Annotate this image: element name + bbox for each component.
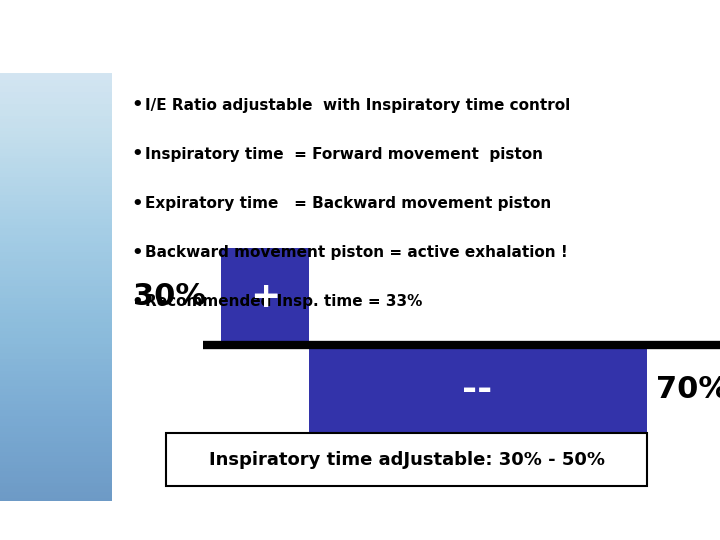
Text: 30%: 30% (133, 282, 206, 312)
Text: •: • (132, 145, 143, 163)
Text: I/E Ratio adjustable  with Inspiratory time control: I/E Ratio adjustable with Inspiratory ti… (145, 98, 570, 112)
Bar (310, 345, 647, 435)
Text: Backward movement piston = active exhalation !: Backward movement piston = active exhala… (145, 245, 568, 260)
Text: •: • (132, 194, 143, 213)
Text: Inspiratory / Expiratory Ratio: Inspiratory / Expiratory Ratio (18, 26, 475, 54)
Text: +: + (251, 280, 281, 314)
Text: 70%: 70% (656, 375, 720, 404)
Text: Inspiratory time adJustable: 30% - 50%: Inspiratory time adJustable: 30% - 50% (209, 450, 605, 469)
Text: Recommended Insp. time = 33%: Recommended Insp. time = 33% (145, 294, 423, 309)
Text: VIASYS Healthcare, Inc.: VIASYS Healthcare, Inc. (588, 514, 720, 531)
Text: •: • (132, 96, 143, 114)
Bar (166, 433, 647, 486)
Text: Inspiratory time  = Forward movement  piston: Inspiratory time = Forward movement pist… (145, 147, 543, 162)
Bar (221, 248, 310, 345)
Text: •: • (132, 293, 143, 311)
Text: --: -- (462, 373, 492, 407)
Text: •: • (132, 244, 143, 262)
Text: Expiratory time   = Backward movement piston: Expiratory time = Backward movement pist… (145, 196, 552, 211)
